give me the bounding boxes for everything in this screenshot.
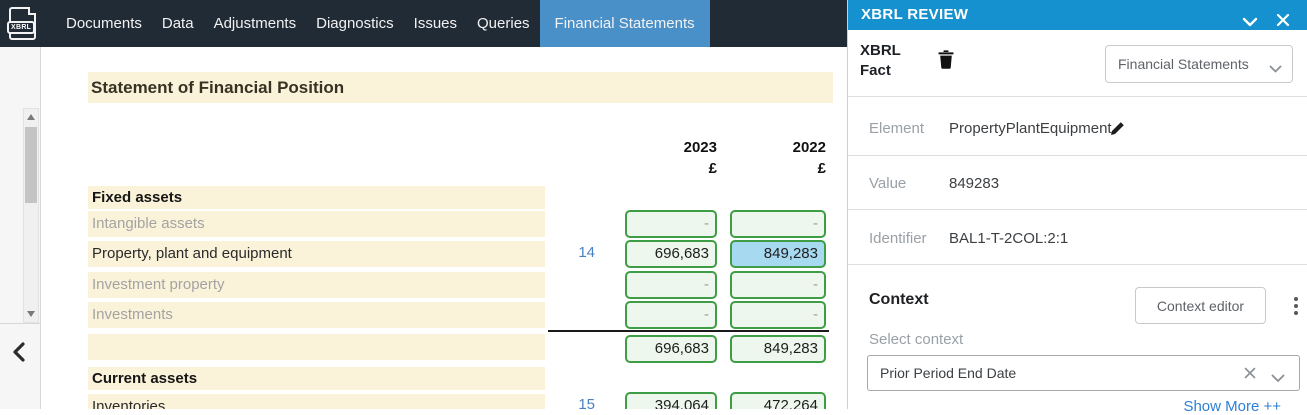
cell-investments-2023[interactable]: - [625, 301, 717, 329]
section-row-fixed-assets: Fixed assets [88, 186, 545, 209]
cell-inventories-2023[interactable]: 394,064 [625, 392, 717, 409]
statement-title: Statement of Financial Position [88, 72, 833, 103]
nav-item-issues[interactable]: Issues [413, 15, 458, 32]
top-nav-bar: XBRL Documents Data Adjustments Diagnost… [0, 0, 847, 47]
cell-intangible-2023[interactable]: - [625, 210, 717, 238]
nav-item-data[interactable]: Data [161, 15, 194, 32]
fact-title-line2: Fact [860, 62, 891, 79]
cell-inventories-2022[interactable]: 472,264 [730, 392, 826, 409]
fact-title-line1: XBRL [860, 42, 901, 59]
edit-element-pencil-icon[interactable] [1110, 121, 1125, 141]
document-fold-icon [28, 7, 36, 15]
chevron-down-icon [1269, 60, 1282, 76]
context-section-heading: Context [869, 291, 929, 308]
panel-title: XBRL REVIEW [861, 6, 969, 23]
context-kebab-menu-icon[interactable] [1291, 294, 1301, 318]
identifier-field-label: Identifier [869, 230, 927, 247]
nav-item-financial-statements[interactable]: Financial Statements [539, 0, 710, 47]
panel-close-icon[interactable] [1276, 8, 1290, 38]
element-field-value: PropertyPlantEquipment [949, 120, 1112, 137]
row-label-intangible-assets: Intangible assets [88, 211, 545, 237]
scrollbar-thumb[interactable] [25, 127, 37, 203]
cell-fixed-assets-total-2023[interactable]: 696,683 [625, 335, 717, 363]
panel-divider [848, 209, 1307, 210]
nav-item-documents[interactable]: Documents [66, 15, 142, 32]
delete-fact-trash-icon[interactable] [938, 50, 954, 74]
column-header-2022: 2022 [792, 139, 826, 156]
cell-investment-property-2022[interactable]: - [730, 271, 826, 299]
row-label-fixed-assets-total [88, 334, 545, 360]
fact-scope-dropdown-value: Financial Statements [1118, 56, 1249, 72]
note-ref-15[interactable]: 15 [578, 396, 595, 409]
panel-header: XBRL REVIEW [848, 0, 1307, 30]
fact-scope-dropdown[interactable]: Financial Statements [1105, 45, 1293, 83]
context-select-value: Prior Period End Date [880, 365, 1017, 381]
scroll-up-arrow-icon[interactable] [27, 114, 35, 120]
xbrl-app-logo-icon[interactable]: XBRL [7, 7, 36, 40]
scroll-down-arrow-icon[interactable] [27, 311, 35, 317]
vertical-scrollbar[interactable] [23, 108, 39, 323]
fact-title: XBRL Fact [860, 41, 901, 81]
panel-divider [848, 264, 1307, 265]
cell-ppe-2022-selected[interactable]: 849,283 [730, 240, 826, 268]
column-header-2023: 2023 [683, 139, 717, 156]
select-context-label: Select context [869, 331, 964, 348]
section-row-current-assets: Current assets [88, 367, 545, 390]
collapse-left-chevron-icon[interactable] [8, 340, 32, 364]
cell-investments-2022[interactable]: - [730, 301, 826, 329]
panel-divider [848, 96, 1307, 97]
left-rail [0, 47, 41, 409]
row-label-investments: Investments [88, 302, 545, 328]
row-label-investment-property: Investment property [88, 272, 545, 298]
show-more-link[interactable]: Show More ++ [1183, 398, 1281, 415]
identifier-field-value: BAL1-T-2COL:2:1 [949, 230, 1069, 247]
panel-collapse-chevron-icon[interactable] [1242, 8, 1258, 38]
note-ref-14[interactable]: 14 [578, 244, 595, 261]
total-rule-line [548, 330, 829, 332]
xbrl-logo-label: XBRL [7, 21, 36, 34]
column-currency-2023: £ [708, 160, 717, 177]
cell-intangible-2022[interactable]: - [730, 210, 826, 238]
element-field-label: Element [869, 120, 925, 137]
nav-item-queries[interactable]: Queries [477, 15, 530, 32]
panel-divider [848, 155, 1307, 156]
value-field-label: Value [869, 175, 907, 192]
context-select-dropdown[interactable]: Prior Period End Date [867, 355, 1300, 391]
context-editor-button[interactable]: Context editor [1135, 287, 1266, 324]
clear-selection-x-icon[interactable] [1243, 366, 1257, 383]
nav-items: Documents Data Adjustments Diagnostics I… [56, 0, 710, 47]
cell-fixed-assets-total-2022[interactable]: 849,283 [730, 335, 826, 363]
cell-ppe-2023[interactable]: 696,683 [625, 240, 717, 268]
chevron-down-icon[interactable] [1271, 370, 1285, 386]
rail-divider [0, 323, 41, 324]
xbrl-review-panel: XBRL REVIEW XBRL Fact Financial Statemen… [847, 0, 1307, 415]
financial-statement-canvas: Statement of Financial Position 2023 £ 2… [41, 47, 847, 409]
value-field-value: 849283 [949, 175, 1000, 192]
row-label-inventories: Inventories [88, 394, 545, 409]
nav-item-adjustments[interactable]: Adjustments [213, 15, 297, 32]
cell-investment-property-2023[interactable]: - [625, 271, 717, 299]
nav-item-diagnostics[interactable]: Diagnostics [316, 15, 394, 32]
column-currency-2022: £ [817, 160, 826, 177]
row-label-property-plant-equipment: Property, plant and equipment [88, 241, 545, 267]
